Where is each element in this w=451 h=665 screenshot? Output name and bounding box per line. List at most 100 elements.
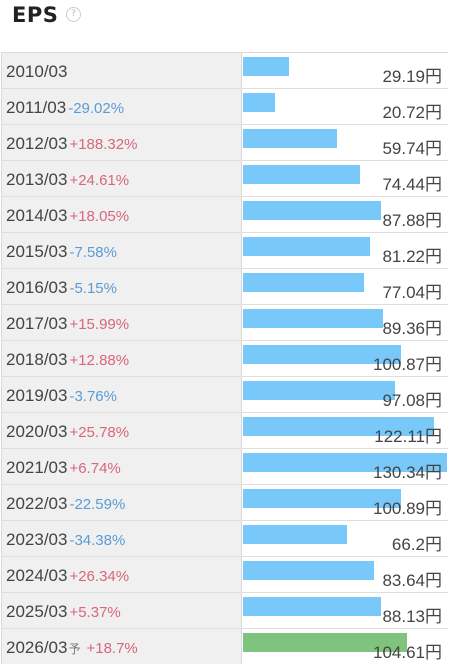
year-label-group: 2011/03 -29.02% [6,98,124,118]
year-cell: 2020/03 +25.78% [2,413,242,448]
year-cell: 2021/03 +6.74% [2,449,242,484]
eps-bar [243,381,395,400]
bar-cell: 100.89円 [242,485,448,520]
eps-row: 2019/03 -3.76% 97.08円 [2,377,448,413]
eps-row: 2026/03予 +18.7% 104.61円 [2,629,448,665]
help-icon[interactable]: ? [66,7,81,22]
year-cell: 2026/03予 +18.7% [2,629,242,664]
chart-title: EPS [12,3,59,27]
year-cell: 2023/03 -34.38% [2,521,242,556]
eps-bar [243,597,381,616]
eps-value: 89.36円 [382,319,442,338]
year-cell: 2016/03 -5.15% [2,269,242,304]
eps-bar [243,93,275,112]
yoy-change: +188.32% [69,136,138,153]
yoy-change: -29.02% [68,100,125,117]
year-label-group: 2024/03 +26.34% [6,566,129,586]
bar-cell: 83.64円 [242,557,448,592]
yoy-change: -34.38% [69,532,126,549]
eps-row: 2013/03 +24.61% 74.44円 [2,161,448,197]
eps-bar [243,165,360,184]
bar-cell: 74.44円 [242,161,448,196]
yoy-change: +18.7% [86,640,138,657]
year-label-group: 2019/03 -3.76% [6,386,117,406]
year-label-group: 2014/03 +18.05% [6,206,129,226]
yoy-change: +12.88% [69,352,130,369]
bar-cell: 89.36円 [242,305,448,340]
year-label-group: 2016/03 -5.15% [6,278,117,298]
eps-bar [243,201,381,220]
eps-row: 2014/03 +18.05% 87.88円 [2,197,448,233]
eps-bar [243,345,401,364]
bar-cell: 104.61円 [242,629,448,664]
eps-value: 97.08円 [382,391,442,410]
bar-cell: 20.72円 [242,89,448,124]
eps-value: 130.34円 [373,463,442,482]
bar-cell: 81.22円 [242,233,448,268]
bar-cell: 29.19円 [242,53,448,88]
yoy-change: +26.34% [69,568,130,585]
eps-value: 88.13円 [382,607,442,626]
eps-row: 2022/03 -22.59% 100.89円 [2,485,448,521]
eps-value: 100.89円 [373,499,442,518]
eps-row: 2023/03 -34.38% 66.2円 [2,521,448,557]
eps-value: 74.44円 [382,175,442,194]
fiscal-year: 2013/03 [6,170,68,189]
bar-cell: 88.13円 [242,593,448,628]
bar-cell: 59.74円 [242,125,448,160]
eps-bar [243,561,374,580]
eps-row: 2011/03 -29.02% 20.72円 [2,89,448,125]
year-label-group: 2018/03 +12.88% [6,350,129,370]
year-label-group: 2015/03 -7.58% [6,242,117,262]
eps-value: 77.04円 [382,283,442,302]
eps-table: 2010/03 29.19円 2011/03 -29.02% 20.72円 2012/03… [1,52,448,664]
year-cell: 2012/03 +188.32% [2,125,242,160]
year-cell: 2014/03 +18.05% [2,197,242,232]
eps-bar [243,525,347,544]
eps-row: 2018/03 +12.88% 100.87円 [2,341,448,377]
fiscal-year: 2020/03 [6,422,68,441]
eps-value: 100.87円 [373,355,442,374]
eps-value: 20.72円 [382,103,442,122]
year-label-group: 2025/03 +5.37% [6,602,121,622]
bar-cell: 130.34円 [242,449,448,484]
fiscal-year: 2018/03 [6,350,68,369]
forecast-marker: 予 [68,642,81,656]
year-cell: 2011/03 -29.02% [2,89,242,124]
bar-cell: 87.88円 [242,197,448,232]
eps-value: 81.22円 [382,247,442,266]
year-cell: 2022/03 -22.59% [2,485,242,520]
fiscal-year: 2010/03 [6,62,68,81]
yoy-change: -22.59% [69,496,126,513]
fiscal-year: 2011/03 [6,98,67,117]
year-label-group: 2023/03 -34.38% [6,530,125,550]
fiscal-year: 2024/03 [6,566,68,585]
eps-row: 2010/03 29.19円 [2,53,448,89]
yoy-change: +15.99% [69,316,130,333]
year-label-group: 2026/03予 +18.7% [6,638,138,658]
eps-value: 104.61円 [373,643,442,662]
fiscal-year: 2014/03 [6,206,68,225]
year-cell: 2015/03 -7.58% [2,233,242,268]
eps-bar [243,237,370,256]
eps-value: 59.74円 [382,139,442,158]
yoy-change: +25.78% [69,424,130,441]
eps-bar [243,129,337,148]
eps-value: 66.2円 [391,535,442,554]
eps-bar [243,417,434,436]
fiscal-year: 2012/03 [6,134,68,153]
eps-row: 2025/03 +5.37% 88.13円 [2,593,448,629]
eps-bar [243,309,383,328]
year-label-group: 2022/03 -22.59% [6,494,125,514]
year-label-group: 2017/03 +15.99% [6,314,129,334]
eps-value: 83.64円 [382,571,442,590]
eps-row: 2016/03 -5.15% 77.04円 [2,269,448,305]
yoy-change: +18.05% [69,208,130,225]
eps-bar [243,57,289,76]
fiscal-year: 2025/03 [6,602,68,621]
year-cell: 2019/03 -3.76% [2,377,242,412]
fiscal-year: 2016/03 [6,278,68,297]
fiscal-year: 2017/03 [6,314,68,333]
year-label-group: 2012/03 +188.32% [6,134,137,154]
yoy-change: -5.15% [69,280,117,297]
